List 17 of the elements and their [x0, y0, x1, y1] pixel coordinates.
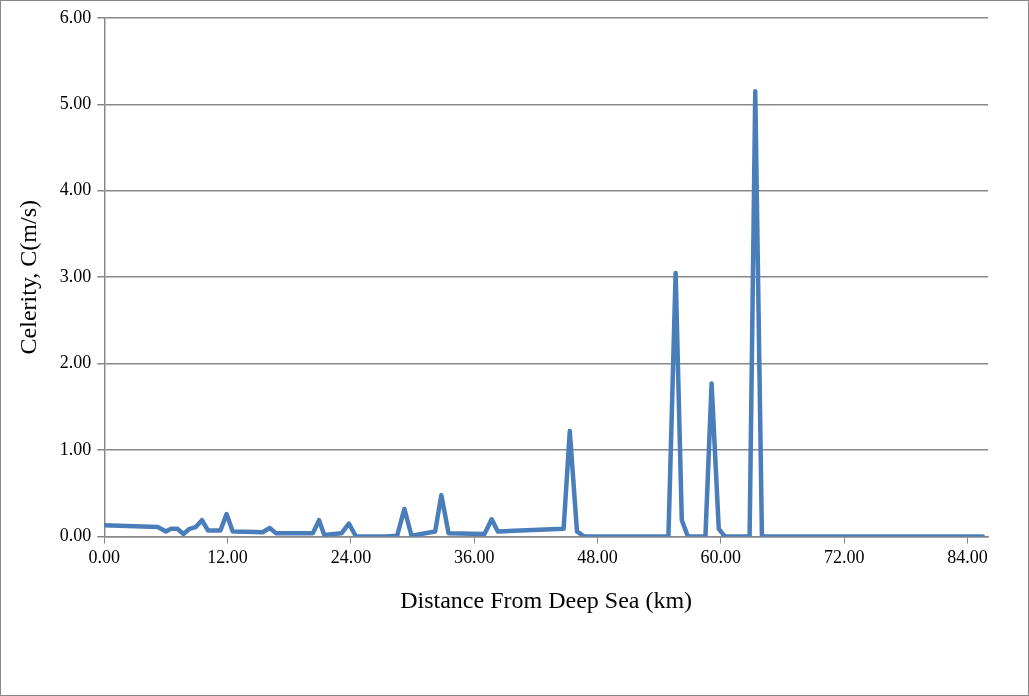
x-tick-label: 36.00	[453, 547, 495, 568]
x-tick-label: 12.00	[207, 547, 248, 568]
x-tick-label: 48.00	[577, 547, 618, 568]
y-tick-label: 0.00	[59, 525, 92, 546]
x-tick-label: 60.00	[700, 547, 742, 568]
y-tick-label: 2.00	[59, 352, 92, 373]
y-tick-label: 3.00	[59, 265, 92, 286]
y-axis-title: Celerity, C(m/s)	[14, 199, 41, 355]
x-tick-label: 72.00	[823, 547, 865, 568]
y-tick-label: 5.00	[59, 93, 92, 113]
y-tick-label: 4.00	[59, 179, 92, 200]
x-tick-label: 0.00	[88, 547, 121, 568]
y-tick-label: 1.00	[59, 438, 92, 459]
y-tick-label: 6.00	[59, 6, 92, 27]
x-axis-title: Distance From Deep Sea (km)	[400, 586, 693, 613]
x-tick-label: 24.00	[330, 547, 372, 568]
x-tick-label: 84.00	[947, 547, 988, 568]
